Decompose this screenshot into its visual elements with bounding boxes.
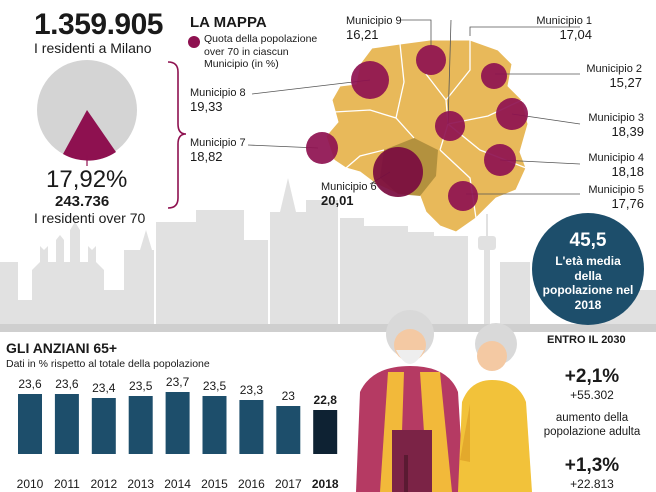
bar-2011 xyxy=(54,394,79,454)
bar-2018 xyxy=(313,410,338,454)
total-residents: 1.359.905 xyxy=(34,8,163,41)
brace xyxy=(167,61,187,209)
chart-title: GLI ANZIANI 65+ xyxy=(6,340,118,356)
total-residents-label: I residenti a Milano xyxy=(34,40,152,56)
bar-value-label: 23,4 xyxy=(92,381,116,395)
bar-2014 xyxy=(165,392,190,454)
bar-2010 xyxy=(18,394,42,454)
adult-growth-description: aumento della popolazione adulta xyxy=(543,412,641,438)
bar-value-label: 23 xyxy=(282,389,296,403)
legend-line: over 70 in ciascun xyxy=(204,45,289,58)
projection-title: ENTRO IL 2030 xyxy=(547,334,626,346)
over70-count: 243.736 xyxy=(55,193,110,210)
bar-2015 xyxy=(202,396,227,454)
bar-value-label: 23,3 xyxy=(240,383,264,397)
municipio-label: Municipio 2 15,27 xyxy=(586,63,642,90)
municipio-label: Municipio 8 19,33 xyxy=(190,87,246,114)
municipio-label: Municipio 3 18,39 xyxy=(588,112,644,139)
municipio-label: Municipio 5 17,76 xyxy=(588,184,644,211)
bar-value-label: 23,7 xyxy=(166,375,190,389)
adult-growth-percent: +2,1% xyxy=(564,366,620,387)
bar-value-label: 23,6 xyxy=(55,377,79,391)
second-growth-count: +22.813 xyxy=(570,477,614,491)
x-tick-label: 2017 xyxy=(275,477,302,491)
average-age-badge: 45,5 L'età media della popolazione nel 2… xyxy=(532,213,644,325)
x-tick-label: 2018 xyxy=(312,477,339,491)
city-skyline xyxy=(0,178,656,332)
bar-2012 xyxy=(91,398,116,454)
second-growth-percent: +1,3% xyxy=(564,455,620,476)
map-legend: Quota della popolazione over 70 in ciasc… xyxy=(204,33,324,71)
over70-label: I residenti over 70 xyxy=(34,210,146,226)
legend-line: Quota della popolazione xyxy=(204,33,318,45)
map-title: LA MAPPA xyxy=(190,14,267,31)
x-tick-label: 2013 xyxy=(127,477,154,491)
x-tick-label: 2011 xyxy=(54,477,80,491)
bar-value-label: 23,5 xyxy=(203,379,227,393)
elderly-couple-illustration xyxy=(356,310,532,492)
over70-pie xyxy=(37,60,137,166)
municipio-label: Municipio 6 20,01 xyxy=(321,181,377,208)
bar-2016 xyxy=(239,400,264,454)
average-age-value: 45,5 xyxy=(569,230,607,251)
bar-value-label: 22,8 xyxy=(314,393,338,407)
municipio-label: Municipio 9 16,21 xyxy=(346,15,402,42)
ground-line xyxy=(0,324,656,332)
municipio-label: Municipio 1 17,04 xyxy=(536,15,592,42)
bar-2013 xyxy=(128,396,153,454)
bar-value-label: 23,6 xyxy=(18,377,42,391)
average-age-label: L'età media della popolazione nel 2018 xyxy=(542,254,634,312)
legend-line: Municipio (in %) xyxy=(204,58,279,70)
adult-growth-count: +55.302 xyxy=(570,388,614,402)
chart-subtitle: Dati in % rispetto al totale della popol… xyxy=(6,358,210,370)
municipio-label: Municipio 7 18,82 xyxy=(190,137,246,164)
over70-percent: 17,92% xyxy=(46,166,128,193)
bar-value-label: 23,5 xyxy=(129,379,153,393)
map-dots xyxy=(306,45,528,211)
legend-dot-icon xyxy=(188,36,200,48)
x-tick-label: 2010 xyxy=(17,477,44,491)
x-tick-label: 2012 xyxy=(90,477,117,491)
x-tick-label: 2015 xyxy=(201,477,228,491)
x-tick-label: 2014 xyxy=(164,477,191,491)
municipio-label: Municipio 4 18,18 xyxy=(588,152,644,179)
bar-2017 xyxy=(276,406,301,454)
x-tick-label: 2016 xyxy=(238,477,265,491)
bar-chart: 23,6 2010 23,6 2011 23,4 2012 23,5 2013 23,7 2014… xyxy=(17,375,339,491)
